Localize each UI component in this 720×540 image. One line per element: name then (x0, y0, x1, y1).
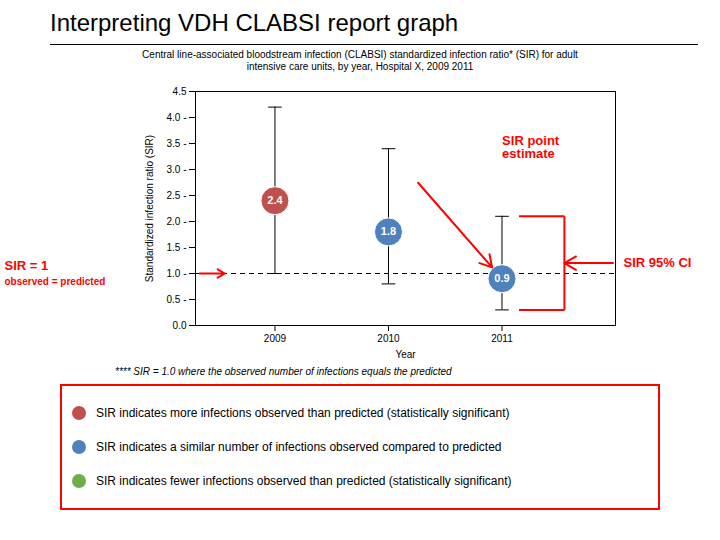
svg-text:Standardized infection ratio (: Standardized infection ratio (SIR) (144, 135, 155, 282)
html-text:SIR indicates more infections: SIR indicates more infections observed t… (96, 406, 510, 420)
html-text:**** SIR = 1.0 where the obser: **** SIR = 1.0 where the observed number… (115, 366, 452, 377)
svg-text:2.0 -: 2.0 - (166, 216, 186, 227)
svg-text:3.5 -: 3.5 - (166, 138, 186, 149)
svg-text:SIR pointestimate: SIR pointestimate (502, 133, 560, 161)
svg-text:0.5 -: 0.5 - (166, 294, 186, 305)
svg-text:0.9: 0.9 (494, 272, 509, 284)
html-text:SIR indicates a similar number: SIR indicates a similar number of infect… (96, 440, 502, 454)
svg-text:4.5: 4.5 (173, 86, 187, 97)
svg-text:SIR 95% CI: SIR 95% CI (624, 255, 692, 270)
svg-text:4.0 -: 4.0 - (166, 112, 186, 123)
svg-text:2010: 2010 (377, 333, 400, 344)
svg-text:observed = predicted: observed = predicted (5, 276, 106, 287)
html-text:Interpreting VDH CLABSI report: Interpreting VDH CLABSI report graph (50, 9, 459, 36)
svg-text:2.4: 2.4 (267, 194, 283, 206)
svg-text:0.0: 0.0 (173, 320, 187, 331)
svg-text:Year: Year (395, 349, 416, 360)
html-text:Central line-associated bloods: Central line-associated bloodstream infe… (142, 49, 578, 72)
svg-text:1.8: 1.8 (381, 225, 396, 237)
svg-text:SIR = 1: SIR = 1 (5, 258, 49, 273)
html-text:SIR indicates fewer infections: SIR indicates fewer infections observed … (96, 474, 512, 488)
svg-text:3.0 -: 3.0 - (166, 164, 186, 175)
svg-text:2009: 2009 (264, 333, 287, 344)
svg-text:1.0 -: 1.0 - (166, 268, 186, 279)
svg-text:2011: 2011 (491, 333, 513, 344)
svg-text:2.5 -: 2.5 - (166, 190, 186, 201)
svg-text:1.5 -: 1.5 - (166, 242, 186, 253)
